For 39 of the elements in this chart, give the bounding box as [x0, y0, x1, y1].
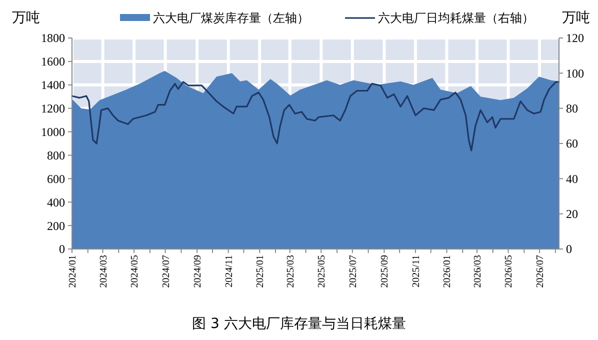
x-tick-label: 2025/01	[255, 255, 266, 288]
y-axis-title: 万吨	[12, 10, 40, 26]
legend-label: 六大电厂日均耗煤量（右轴）	[378, 11, 534, 26]
y2-tick-label: 80	[566, 102, 578, 116]
x-tick-label: 2025/07	[348, 255, 359, 288]
legend-label: 六大电厂煤炭库存量（左轴）	[153, 11, 309, 26]
x-tick-label: 2025/05	[316, 255, 328, 288]
y2-tick-label: 100	[566, 66, 584, 80]
x-tick-label: 2024/01	[68, 255, 78, 288]
y-tick-label: 1200	[41, 102, 65, 116]
x-tick-label: 2026/05	[504, 255, 515, 288]
x-tick-label: 2024/07	[160, 255, 172, 288]
x-tick-label: 2026/01	[442, 255, 454, 288]
y-tick-label: 400	[47, 195, 65, 210]
y-tick-label: 800	[47, 148, 65, 162]
line-series	[71, 81, 560, 152]
x-tick-label: 2025/11	[410, 255, 422, 288]
y-tick-label: 200	[47, 218, 65, 233]
y2-axis-title: 万吨	[562, 10, 590, 26]
x-tick-label: 2024/05	[130, 255, 141, 288]
text: 图 3 六大电厂库存量与当日耗煤量	[192, 316, 406, 332]
y2-tick-label: 40	[566, 172, 578, 186]
y-tick-label: 1000	[41, 124, 65, 139]
x-tick-label: 2024/11	[224, 255, 235, 288]
x-tick-label: 2025/03	[285, 255, 296, 288]
x-tick-label: 2026/03	[472, 255, 484, 288]
x-tick-label: 2026/07	[535, 255, 546, 288]
y2-tick-label: 0	[566, 242, 572, 256]
x-tick-label: 2025/09	[380, 255, 391, 288]
y-tick-label: 1400	[41, 78, 65, 92]
y-tick-label: 600	[47, 172, 65, 186]
x-tick-label: 2024/09	[192, 255, 204, 288]
y-tick-label: 1800	[41, 31, 65, 46]
x-tick-label: 2024/03	[98, 255, 110, 288]
y2-tick-label: 20	[566, 207, 578, 222]
y2-tick-label: 60	[566, 136, 578, 151]
y-tick-label: 0	[59, 242, 65, 256]
y-tick-label: 1600	[41, 54, 65, 69]
y2-tick-label: 120	[566, 31, 584, 46]
